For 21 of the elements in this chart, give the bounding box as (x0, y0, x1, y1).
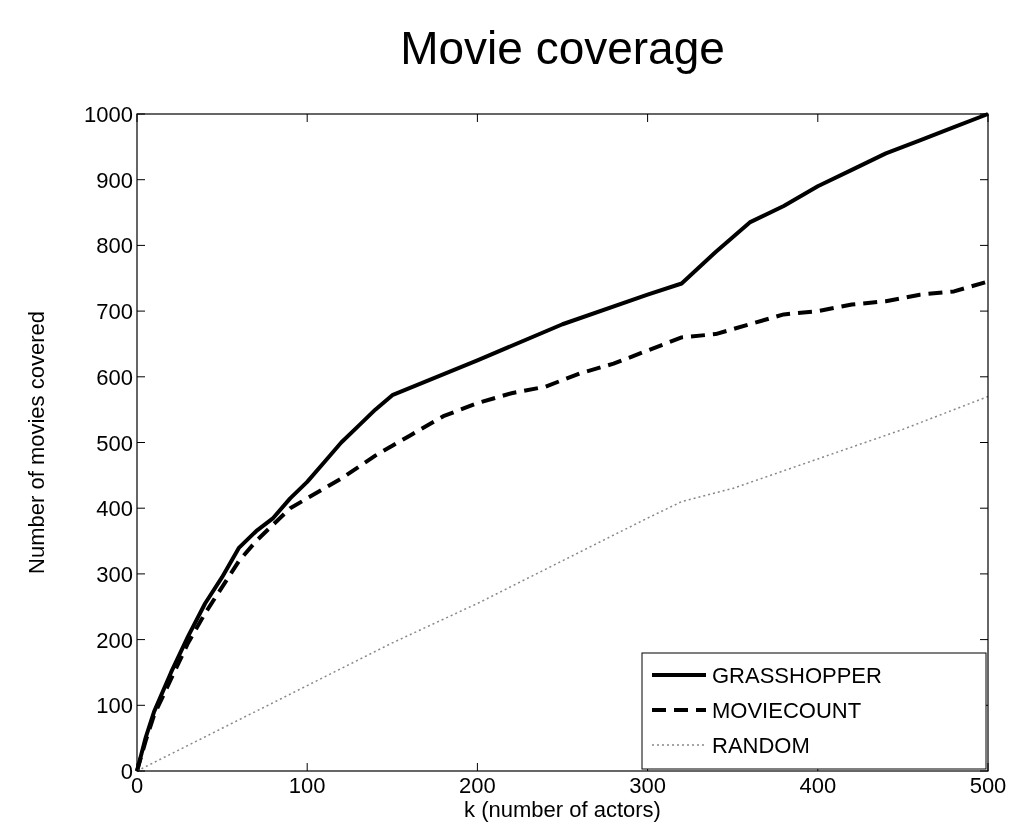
y-tick-label: 600 (96, 364, 133, 390)
y-tick-label: 700 (96, 299, 133, 325)
x-tick-label: 500 (969, 773, 1007, 798)
y-tick-label: 500 (96, 430, 133, 456)
legend-label: GRASSHOPPER (712, 663, 882, 688)
y-tick-label: 400 (96, 496, 133, 522)
y-tick-label: 900 (96, 167, 133, 193)
x-tick-label: 100 (288, 773, 326, 798)
chart-title: Movie coverage (400, 22, 725, 74)
y-tick-label: 1000 (84, 102, 133, 127)
y-tick-label: 300 (96, 561, 133, 587)
legend-label: MOVIECOUNT (712, 698, 862, 723)
y-tick-label: 800 (96, 233, 133, 259)
y-axis-title: Number of movies covered (24, 311, 49, 574)
y-tick-label: 200 (96, 627, 133, 653)
x-tick-label: 400 (799, 773, 837, 798)
x-axis-title: k (number of actors) (464, 797, 661, 822)
y-tick-label: 100 (96, 693, 133, 719)
x-tick-label: 300 (629, 773, 666, 798)
x-tick-label: 200 (459, 773, 496, 798)
legend-label: RANDOM (712, 733, 810, 758)
